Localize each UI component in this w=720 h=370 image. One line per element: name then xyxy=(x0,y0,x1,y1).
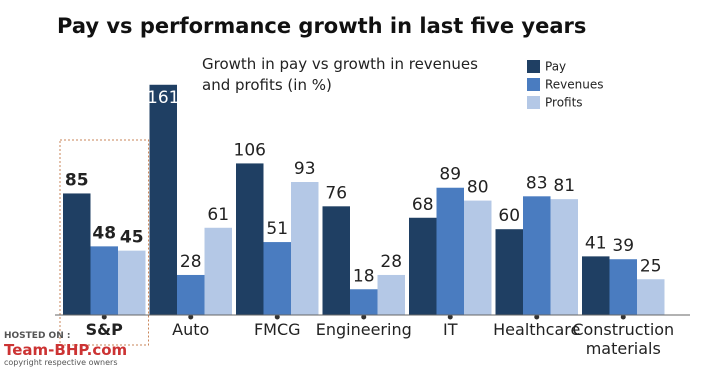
highlight-box xyxy=(59,139,149,346)
bar xyxy=(263,242,291,315)
value-label: 106 xyxy=(234,140,266,160)
x-tick-label: Healthcare xyxy=(493,320,581,339)
value-label: 83 xyxy=(526,173,548,193)
bar xyxy=(322,206,350,315)
legend-label: Profits xyxy=(545,96,583,110)
tick-dot xyxy=(188,314,194,320)
bar xyxy=(350,289,378,315)
tick-dot xyxy=(447,314,453,320)
legend-swatch xyxy=(527,96,540,109)
tick-dot xyxy=(274,314,280,320)
value-label: 81 xyxy=(553,176,575,196)
bar xyxy=(291,182,319,315)
legend-label: Revenues xyxy=(545,78,604,92)
legend-label: Pay xyxy=(545,60,566,74)
watermark-site: Team-BHP.com xyxy=(4,341,128,359)
bar xyxy=(582,256,610,315)
value-label: 85 xyxy=(65,170,89,190)
x-tick-label: Construction materials xyxy=(572,320,675,358)
chart-title: Pay vs performance growth in last five y… xyxy=(57,14,587,38)
tick-dot xyxy=(534,314,540,320)
x-tick-label: FMCG xyxy=(253,320,301,339)
value-label: 28 xyxy=(380,252,402,272)
x-tick-label: S&P xyxy=(85,320,123,339)
bar xyxy=(177,274,205,315)
value-label: 51 xyxy=(266,219,288,239)
value-label: 161 xyxy=(147,88,179,108)
bar xyxy=(495,229,523,315)
bar xyxy=(204,227,232,315)
legend-swatch xyxy=(527,60,540,73)
bar xyxy=(609,259,637,315)
bar xyxy=(90,246,118,315)
tick-dot xyxy=(620,314,626,320)
x-tick-label: IT xyxy=(443,320,458,339)
chart-subtitle: Growth in pay vs growth in revenues and … xyxy=(202,55,478,94)
value-label: 80 xyxy=(467,178,489,198)
value-label: 48 xyxy=(92,223,116,243)
value-label: 18 xyxy=(353,266,375,286)
bar xyxy=(236,163,264,315)
value-label: 60 xyxy=(498,206,520,226)
value-label: 89 xyxy=(439,165,461,185)
bar xyxy=(436,187,464,315)
bar xyxy=(464,200,492,315)
legend-swatch xyxy=(527,78,540,91)
value-label: 41 xyxy=(585,233,607,253)
bar xyxy=(63,193,91,315)
value-label: 25 xyxy=(640,256,662,276)
value-label: 45 xyxy=(120,228,144,248)
watermark-note: copyright respective owners xyxy=(4,358,118,367)
x-tick-label: Auto xyxy=(172,320,210,339)
value-label: 76 xyxy=(325,183,347,203)
value-label: 93 xyxy=(294,159,316,179)
tick-dot xyxy=(361,314,367,320)
tick-dot xyxy=(101,314,107,320)
bar xyxy=(550,199,578,315)
value-label: 39 xyxy=(612,236,634,256)
bar xyxy=(118,250,146,315)
value-label: 61 xyxy=(207,205,229,225)
bar xyxy=(523,196,551,315)
value-label: 68 xyxy=(412,195,434,215)
bar xyxy=(409,217,437,315)
x-tick-label: Engineering xyxy=(315,320,412,339)
bar xyxy=(377,274,405,315)
bar xyxy=(637,279,665,315)
value-label: 28 xyxy=(180,252,202,272)
bar xyxy=(149,84,177,316)
watermark-hosted: HOSTED ON : xyxy=(4,331,71,341)
